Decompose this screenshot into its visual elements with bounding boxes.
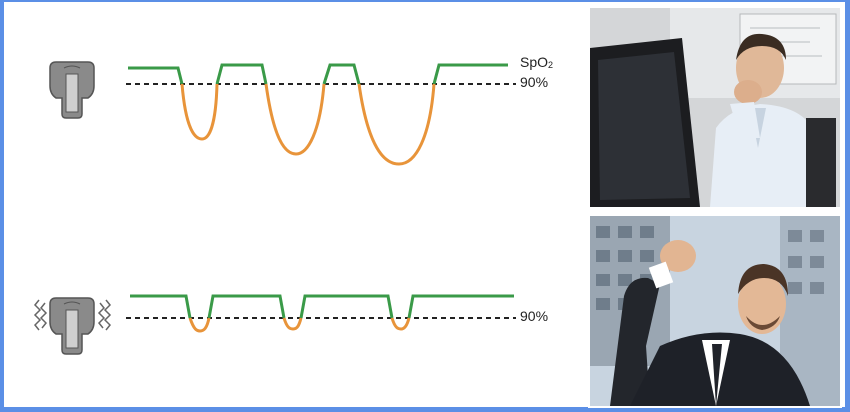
spo2-waveform-top bbox=[128, 63, 508, 166]
cheering-businessman-photo bbox=[588, 214, 842, 408]
spo2-diagram bbox=[33, 61, 516, 355]
threshold-label-bottom: 90% bbox=[520, 308, 549, 324]
spo2-waveform-bottom bbox=[130, 294, 514, 333]
tired-yawning-man-at-desk-photo bbox=[588, 6, 842, 209]
vibration-right-icon bbox=[97, 299, 112, 331]
spo2-label: SpO2 bbox=[520, 54, 554, 70]
mouthpiece-device-icon bbox=[49, 61, 95, 119]
diagram-canvas: SpO2 90% 90% bbox=[4, 2, 845, 408]
threshold-label-top: 90% bbox=[520, 74, 549, 90]
vibration-left-icon bbox=[33, 299, 48, 331]
mouthpiece-device-icon bbox=[49, 297, 95, 355]
